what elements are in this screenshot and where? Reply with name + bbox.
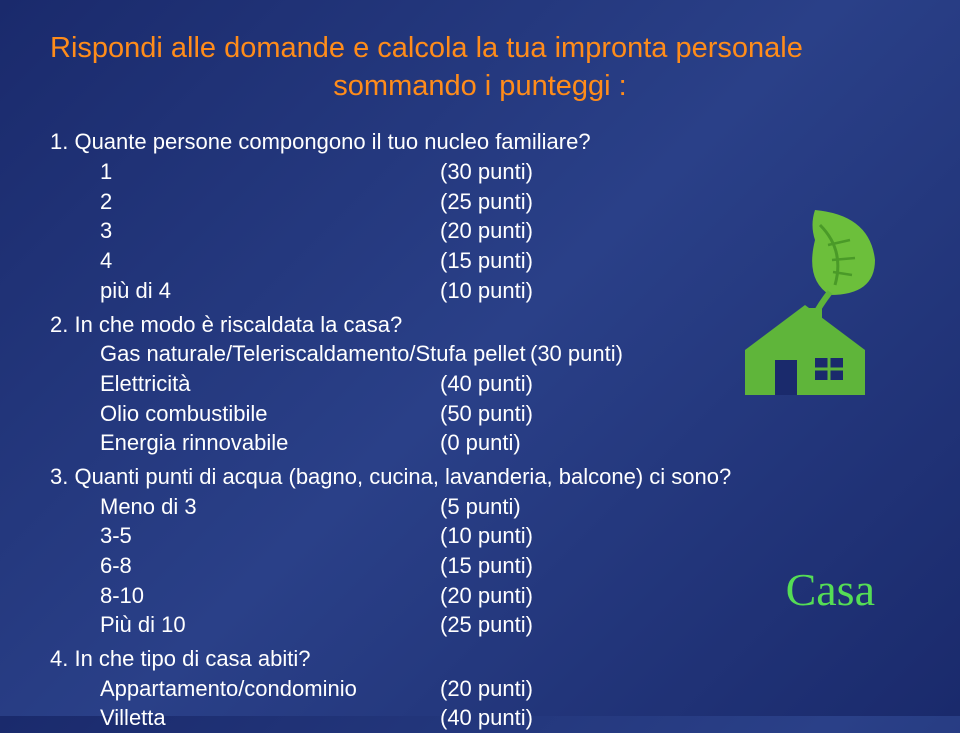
title-line-2: sommando i punteggi : — [50, 68, 910, 106]
answer-label: 1 — [100, 157, 440, 187]
q3-answer-3: 6-8 (15 punti) — [50, 551, 910, 581]
q1-answer-1: 1 (30 punti) — [50, 157, 910, 187]
q4-answer-1: Appartamento/condominio (20 punti) — [50, 674, 910, 704]
casa-label: Casa — [786, 563, 875, 616]
answer-points: (25 punti) — [440, 610, 533, 640]
answer-label: Olio combustibile — [100, 399, 440, 429]
slide-container: Rispondi alle domande e calcola la tua i… — [0, 0, 960, 716]
answer-points: (0 punti) — [440, 428, 521, 458]
q3-answer-2: 3-5 (10 punti) — [50, 521, 910, 551]
q4-answer-2: Villetta (40 punti) — [50, 703, 910, 733]
answer-points: (30 punti) — [530, 339, 623, 369]
answer-label: 2 — [100, 187, 440, 217]
answer-points: (20 punti) — [440, 674, 533, 704]
answer-label: 3 — [100, 216, 440, 246]
answer-points: (10 punti) — [440, 276, 533, 306]
q3-answer-5: Più di 10 (25 punti) — [50, 610, 910, 640]
answer-points: (40 punti) — [440, 703, 533, 733]
answer-label: 8-10 — [100, 581, 440, 611]
q3-answer-1: Meno di 3 (5 punti) — [50, 492, 910, 522]
q2-answer-4: Energia rinnovabile (0 punti) — [50, 428, 910, 458]
answer-points: (10 punti) — [440, 521, 533, 551]
answer-label: più di 4 — [100, 276, 440, 306]
answer-points: (25 punti) — [440, 187, 533, 217]
answer-label: Appartamento/condominio — [100, 674, 440, 704]
answer-points: (15 punti) — [440, 551, 533, 581]
title-line-1: Rispondi alle domande e calcola la tua i… — [50, 32, 803, 64]
answer-points: (15 punti) — [440, 246, 533, 276]
slide-title: Rispondi alle domande e calcola la tua i… — [50, 30, 910, 105]
answer-label: Elettricità — [100, 369, 440, 399]
answer-label: 4 — [100, 246, 440, 276]
answer-label: Gas naturale/Teleriscaldamento/Stufa pel… — [100, 339, 530, 369]
house-leaf-icon — [720, 200, 890, 400]
q2-answer-3: Olio combustibile (50 punti) — [50, 399, 910, 429]
answer-points: (30 punti) — [440, 157, 533, 187]
answer-points: (50 punti) — [440, 399, 533, 429]
answer-points: (20 punti) — [440, 216, 533, 246]
q3-answer-4: 8-10 (20 punti) — [50, 581, 910, 611]
answer-points: (5 punti) — [440, 492, 521, 522]
answer-label: Energia rinnovabile — [100, 428, 440, 458]
answer-label: Più di 10 — [100, 610, 440, 640]
answer-label: Meno di 3 — [100, 492, 440, 522]
answer-label: 3-5 — [100, 521, 440, 551]
question-1: 1. Quante persone compongono il tuo nucl… — [50, 127, 910, 157]
answer-label: Villetta — [100, 703, 440, 733]
answer-points: (40 punti) — [440, 369, 533, 399]
question-3: 3. Quanti punti di acqua (bagno, cucina,… — [50, 462, 910, 492]
question-4: 4. In che tipo di casa abiti? — [50, 644, 910, 674]
answer-label: 6-8 — [100, 551, 440, 581]
answer-points: (20 punti) — [440, 581, 533, 611]
